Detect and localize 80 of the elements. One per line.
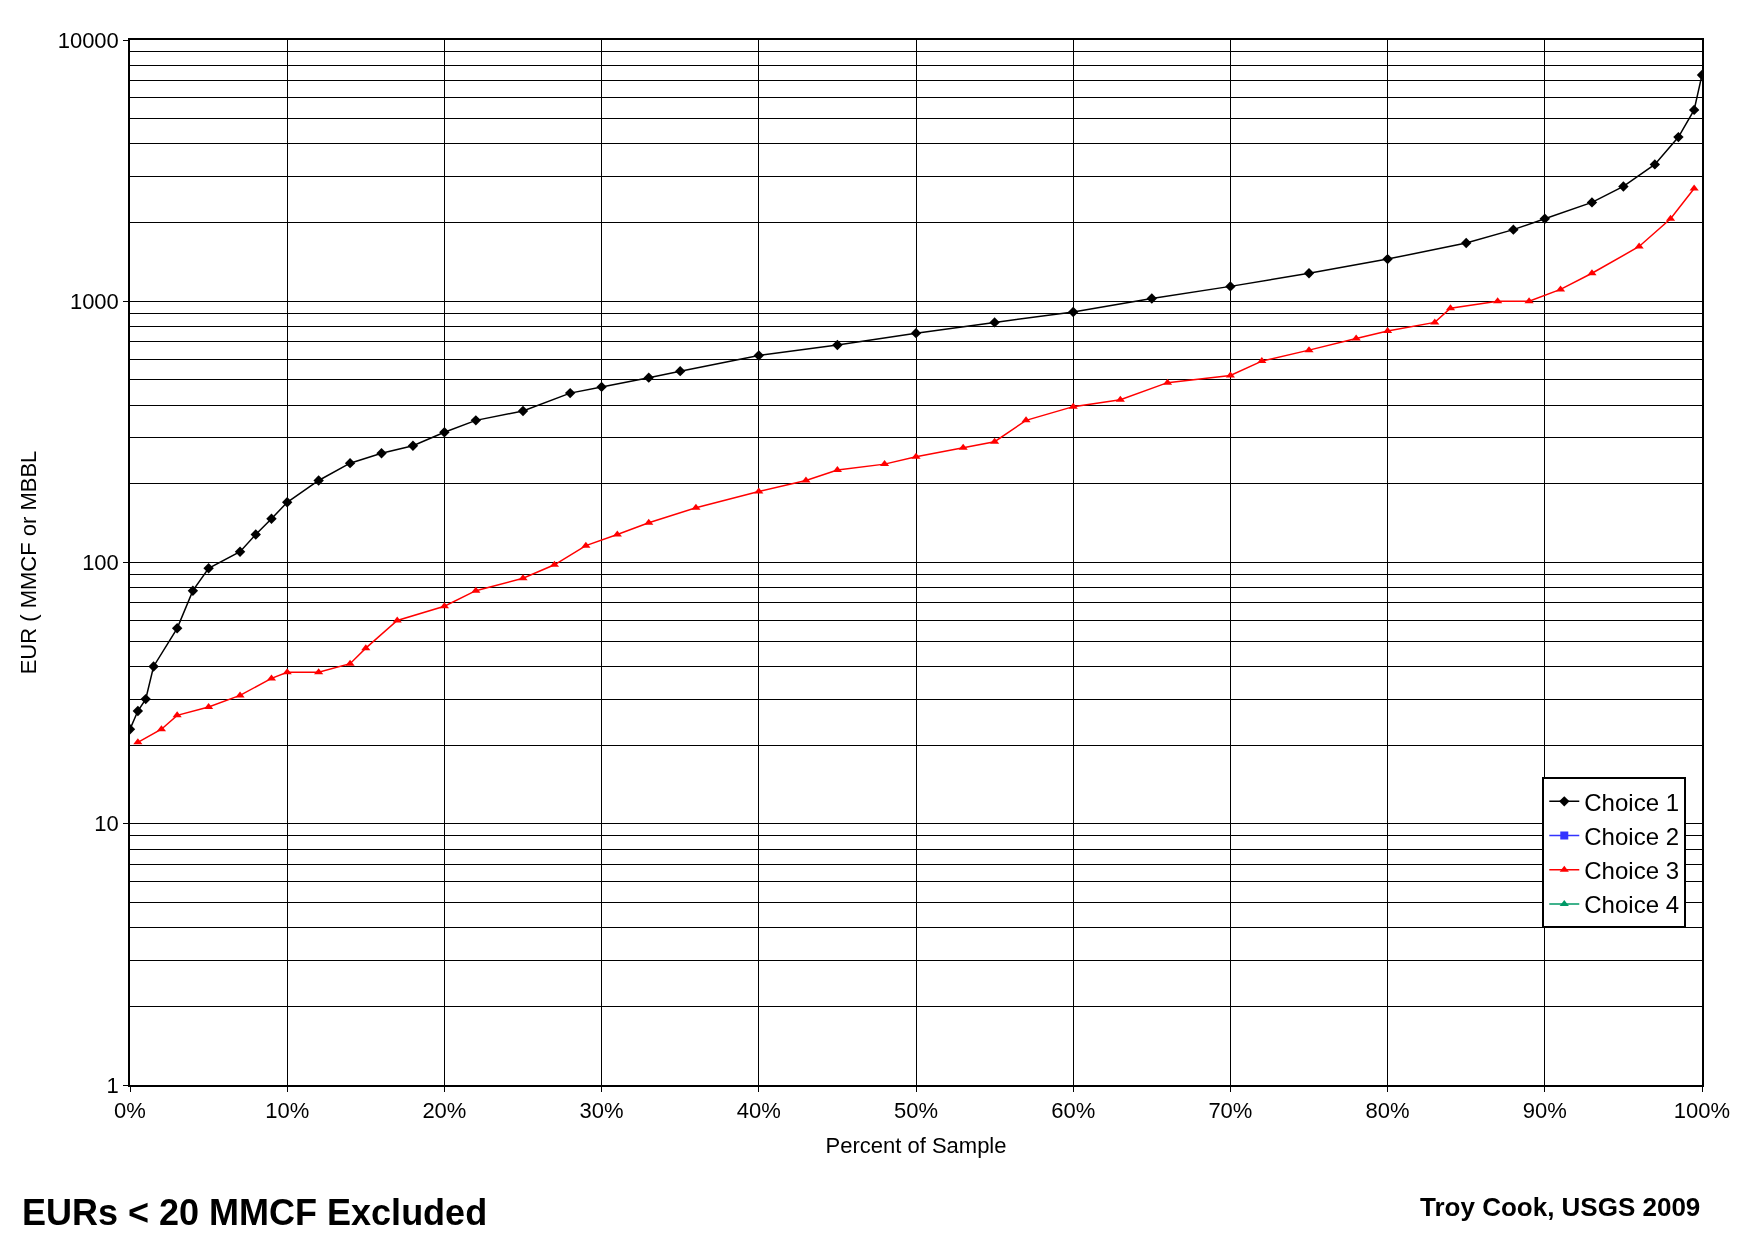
- point: [691, 503, 701, 510]
- x-tick-label: 100%: [1673, 1098, 1731, 1124]
- point: [361, 644, 371, 651]
- point: [313, 475, 324, 486]
- point: [344, 457, 356, 469]
- point: [643, 372, 654, 383]
- x-axis-title: Percent of Sample: [825, 1132, 1007, 1158]
- point: [1634, 242, 1644, 249]
- legend-label: Choice 4: [1584, 891, 1680, 919]
- x-tick-label: 20%: [422, 1098, 467, 1124]
- x-tick-label: 30%: [579, 1098, 624, 1124]
- point: [644, 518, 654, 525]
- point: [1493, 297, 1503, 304]
- point: [958, 443, 968, 450]
- point: [911, 452, 921, 459]
- point: [832, 339, 843, 351]
- x-tick-label: 10%: [265, 1098, 310, 1124]
- point: [1508, 224, 1519, 235]
- point: [470, 415, 482, 426]
- x-tick-label: 40%: [736, 1098, 781, 1124]
- x-tick-label: 90%: [1522, 1098, 1567, 1124]
- point: [376, 448, 387, 459]
- point: [1539, 213, 1550, 224]
- point: [471, 586, 481, 593]
- point: [1304, 346, 1314, 353]
- point: [1461, 237, 1472, 249]
- legend-label: Choice 2: [1584, 822, 1680, 850]
- point: [1618, 181, 1629, 192]
- x-tick-label: 60%: [1051, 1098, 1096, 1124]
- point: [1689, 184, 1699, 191]
- point: [1068, 402, 1078, 409]
- y-axis-title: EUR ( MMCF or MBBL: [15, 450, 41, 675]
- point: [203, 563, 214, 574]
- point: [266, 513, 277, 524]
- point: [989, 317, 1000, 328]
- point: [439, 427, 450, 438]
- point: [187, 585, 199, 596]
- point: [1068, 306, 1079, 318]
- point: [517, 405, 529, 417]
- point: [801, 476, 811, 483]
- point: [407, 440, 419, 451]
- point: [1586, 197, 1598, 208]
- point: [1649, 159, 1661, 170]
- point: [345, 659, 355, 666]
- y-tick-label: 10: [94, 811, 119, 837]
- point: [564, 387, 576, 399]
- point: [910, 327, 922, 339]
- point: [1673, 131, 1684, 143]
- point: [1351, 334, 1361, 341]
- point: [1146, 293, 1157, 304]
- point: [1225, 281, 1236, 292]
- point: [675, 365, 686, 377]
- legend-label: Choice 1: [1584, 788, 1680, 816]
- x-tick-label: 70%: [1208, 1098, 1253, 1124]
- text: EURs < 20 MMCF Excluded: [22, 1192, 488, 1233]
- point: [596, 381, 607, 393]
- point: [148, 661, 159, 672]
- point: [1688, 104, 1700, 116]
- point: [581, 541, 591, 548]
- point: [1257, 357, 1267, 364]
- point: [753, 350, 764, 361]
- x-tick-label: 80%: [1365, 1098, 1410, 1124]
- y-tick-label: 1: [106, 1072, 119, 1098]
- point: [250, 529, 261, 540]
- y-tick-label: 100: [82, 550, 119, 576]
- legend-label: Choice 3: [1584, 857, 1680, 885]
- x-tick-label: 0%: [114, 1098, 146, 1124]
- point: [234, 546, 246, 557]
- text: Troy Cook, USGS 2009: [1420, 1192, 1701, 1222]
- point: [314, 668, 324, 675]
- point: [282, 497, 293, 508]
- point: [1115, 395, 1125, 402]
- point: [171, 623, 183, 634]
- y-tick-label: 10000: [57, 27, 119, 53]
- point: [140, 693, 151, 705]
- point: [132, 705, 144, 717]
- point: [1303, 268, 1315, 279]
- y-tick-label: 1000: [69, 288, 119, 314]
- x-tick-label: 50%: [893, 1098, 939, 1124]
- point: [1382, 253, 1393, 265]
